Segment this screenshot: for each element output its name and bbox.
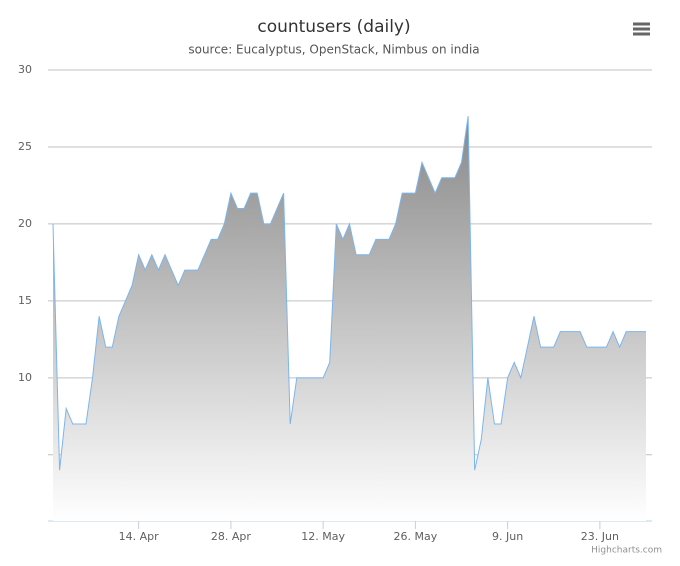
x-tick-label: 14. Apr [119,530,159,543]
y-tick-label: 30 [18,63,32,76]
x-tick-label: 9. Jun [492,530,523,543]
line [52,116,646,471]
chart-title: countusers (daily) [257,17,410,37]
chart-subtitle: source: Eucalyptus, OpenStack, Nimbus on… [188,43,479,57]
y-tick-label: 15 [18,294,32,307]
x-tick-label: 12. May [301,530,345,543]
area [53,116,646,521]
y-tick-label: 25 [18,140,32,153]
x-tick-label: 23. Jun [581,530,619,543]
credits[interactable]: Highcharts.com [591,546,662,556]
x-tick-label: 28. Apr [211,530,251,543]
menu-button[interactable] [630,18,654,40]
y-tick-label: 20 [18,217,32,230]
x-tick-label: 26. May [394,530,438,543]
y-tick-label: 10 [18,371,32,384]
